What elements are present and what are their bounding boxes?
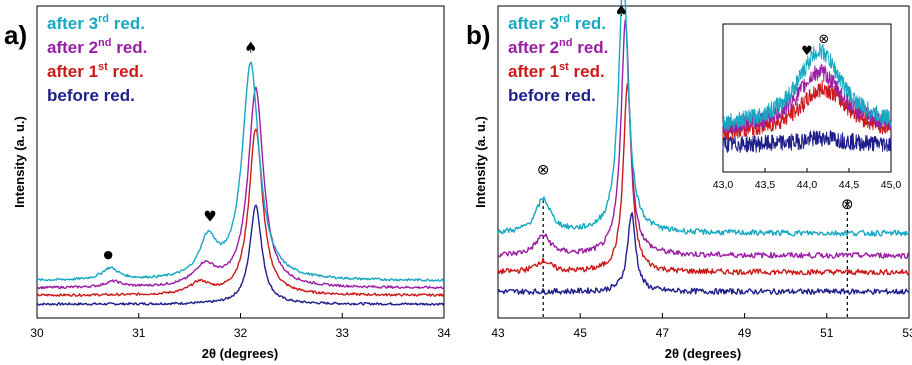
panel-a-legend-entry-first: after 1st red. [47,61,144,81]
panel-b-marker: ⊗ [537,161,550,179]
panel-a-marker: ♠ [244,39,257,57]
inset-x-tick-label: 43,0 [713,179,734,191]
panel-b-marker: ⊗ [841,195,854,213]
panel-a-y-axis-title: Intensity (a. u.) [12,116,27,208]
panel-b-frame [497,5,910,319]
panel-b-x-ticks: 43 45 47 49 51 53 [491,313,912,340]
panel-a-letter: a) [4,20,27,50]
panel-b-letter: b) [466,20,491,50]
panel-b-x-tick-label: 43 [491,326,505,340]
panel-a-x-tick-label: 31 [132,326,146,340]
panel-b-x-tick-label: 49 [738,326,752,340]
panel-b-legend-entry-before: before red. [508,86,596,105]
panel-b-x-axis-title: 2θ (degrees) [665,346,741,361]
panel-a-legend: after 3rd red. after 2nd red. after 1st re… [47,13,147,105]
inset-x-ticks: 43,0 43,5 44,0 44,5 45,0 [713,168,902,191]
panel-a-legend-entry-second: after 2nd red. [47,37,147,57]
panel-b-inset: 43,0 43,5 44,0 44,5 45,0 ♥⊗ [713,23,902,191]
inset-marker: ⊗ [818,32,829,47]
panel-b-markers: ⊗ ♠ ⊗ [537,2,854,213]
panel-b-series-before [497,212,910,295]
panel-b-x-tick-label: 51 [820,326,834,340]
panel-b-legend-entry-third: after 3rd red. [508,13,606,33]
inset-markers: ♥⊗ [801,32,829,59]
panel-b: b) 434547495153 ⊗♠⊗ after 3rd red.after … [466,0,912,361]
inset-series-second [722,63,892,134]
inset-x-tick-label: 45,0 [881,179,902,191]
inset-series-third [722,42,892,131]
panel-a-series-third [36,61,445,282]
panel-a: a) 30 31 32 33 34 ● ♥ ♠ after 3rd red. after 2n… [4,5,451,361]
panel-b-series-third [497,0,910,237]
panel-a-x-ticks: 30 31 32 33 34 [30,313,451,340]
panel-a-x-axis-title: 2θ (degrees) [202,346,278,361]
panel-b-x-tick-label: 53 [902,326,912,340]
panel-a-marker: ♥ [203,207,216,225]
panel-a-series-before [36,204,445,306]
panel-b-legend: after 3rd red. after 2nd red. after 1st re… [508,13,608,105]
panel-b-legend-entry-second: after 2nd red. [508,37,608,57]
panel-a-marker: ● [103,248,113,261]
panel-a-series [36,61,445,306]
panel-a-x-tick-label: 32 [234,326,248,340]
inset-x-tick-label: 44,5 [839,179,860,191]
panel-a-legend-entry-third: after 3rd red. [47,13,145,33]
panel-a-x-tick-label: 33 [336,326,350,340]
inset-marker: ♥ [801,44,813,59]
panel-b-marker: ♠ [615,2,628,20]
panel-a-markers: ● ♥ ♠ [103,39,257,261]
inset-x-tick-label: 43,5 [755,179,776,191]
panel-b-reference-lines [542,200,848,318]
inset-x-tick-label: 44,0 [797,179,818,191]
panel-a-frame [36,5,445,319]
panel-b-series-first [497,83,910,276]
panel-a-x-tick-label: 30 [30,326,44,340]
panel-a-series-first [36,128,445,297]
panel-b-series [497,0,910,295]
panel-b-legend-entry-first: after 1st red. [508,61,605,81]
panel-b-x-tick-label: 45 [574,326,588,340]
inset-series [722,42,892,153]
inset-series-before [722,130,892,153]
panel-a-legend-entry-before: before red. [47,86,135,105]
panel-b-series-second [497,19,910,259]
panel-b-y-axis-title: Intensity (a. u.) [473,116,488,208]
panel-a-x-tick-label: 34 [437,326,451,340]
panel-b-x-tick-label: 47 [656,326,670,340]
panel-a-series-second [36,86,445,290]
